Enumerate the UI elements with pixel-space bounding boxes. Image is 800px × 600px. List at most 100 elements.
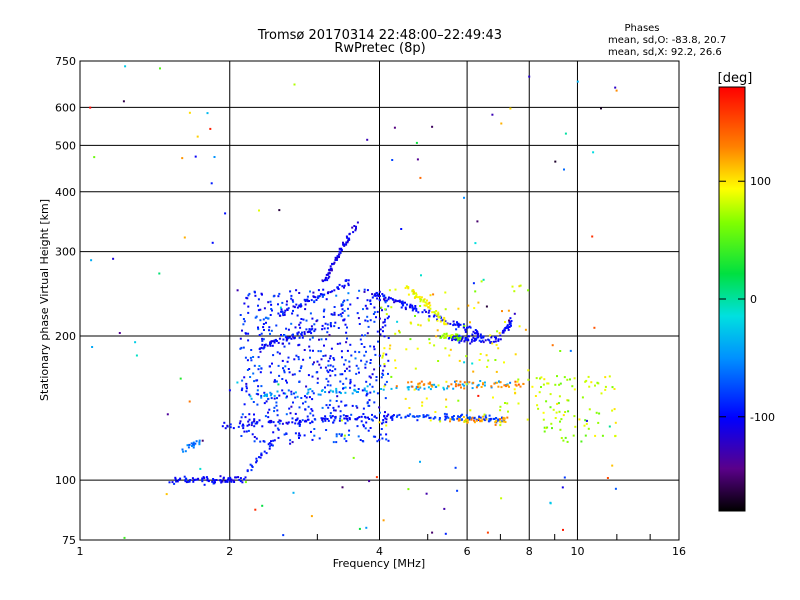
echo-point xyxy=(374,293,377,296)
echo-point xyxy=(301,419,304,422)
echo-point xyxy=(373,401,376,404)
echo-point xyxy=(419,300,422,303)
echo-point xyxy=(468,335,470,338)
echo-point xyxy=(347,314,350,317)
echo-point xyxy=(320,338,323,341)
echo-point xyxy=(308,396,311,399)
echo-point xyxy=(250,349,253,351)
echo-point xyxy=(258,348,261,350)
echo-point xyxy=(562,528,564,531)
echo-point xyxy=(291,335,294,338)
echo-point xyxy=(384,383,387,386)
echo-point xyxy=(346,241,349,244)
echo-point xyxy=(488,339,491,342)
echo-point xyxy=(420,380,423,383)
echo-point xyxy=(362,308,364,311)
echo-point xyxy=(381,422,383,425)
echo-point xyxy=(256,379,259,382)
echo-point xyxy=(306,331,309,334)
echo-point xyxy=(355,225,357,228)
echo-point xyxy=(270,392,273,395)
echo-point xyxy=(439,320,442,323)
echo-point xyxy=(181,448,184,451)
echo-point xyxy=(326,327,329,330)
echo-point xyxy=(353,388,356,391)
echo-point xyxy=(273,394,276,397)
echo-point xyxy=(337,327,340,329)
echo-point xyxy=(414,367,417,370)
echo-point xyxy=(391,415,394,417)
echo-point xyxy=(254,316,257,319)
echo-point xyxy=(307,391,310,394)
echo-point xyxy=(415,141,418,144)
echo-point xyxy=(257,304,259,307)
echo-point xyxy=(543,430,546,433)
echo-point xyxy=(509,322,512,325)
echo-point xyxy=(366,315,369,318)
echo-point xyxy=(349,381,352,383)
echo-point xyxy=(124,65,127,68)
echo-point xyxy=(472,381,475,384)
echo-point xyxy=(219,479,222,482)
echo-point xyxy=(247,420,250,423)
echo-point xyxy=(394,300,397,303)
echo-point xyxy=(463,340,466,343)
echo-point xyxy=(278,337,281,340)
echo-point xyxy=(221,425,224,428)
echo-point xyxy=(376,310,379,313)
echo-point xyxy=(471,387,474,390)
echo-point xyxy=(367,416,369,419)
echo-point xyxy=(246,470,249,473)
echo-point xyxy=(285,432,288,435)
echo-point xyxy=(185,478,188,481)
echo-point xyxy=(364,304,367,307)
echo-point xyxy=(196,135,199,138)
echo-point xyxy=(220,481,223,484)
echo-point xyxy=(241,424,244,427)
echo-point xyxy=(249,376,252,378)
echo-point xyxy=(526,418,529,421)
echo-point xyxy=(394,359,397,362)
echo-point xyxy=(312,392,315,395)
echo-point xyxy=(369,376,372,379)
echo-point xyxy=(369,319,372,322)
echo-point xyxy=(417,383,420,386)
echo-point xyxy=(543,426,546,429)
echo-point xyxy=(382,374,385,376)
echo-point xyxy=(470,340,473,343)
echo-point xyxy=(344,422,347,425)
echo-point xyxy=(557,402,560,405)
echo-point xyxy=(203,483,206,486)
echo-point xyxy=(480,386,483,388)
echo-point xyxy=(293,83,296,86)
echo-point xyxy=(285,413,288,416)
echo-point xyxy=(388,289,391,292)
echo-point xyxy=(198,441,201,444)
echo-point xyxy=(429,304,432,307)
echo-point xyxy=(363,354,366,357)
echo-point xyxy=(251,466,254,468)
echo-point xyxy=(329,389,332,392)
echo-point xyxy=(479,380,482,382)
echo-point xyxy=(299,326,302,329)
echo-point xyxy=(387,359,390,362)
echo-point xyxy=(420,296,423,299)
echo-point xyxy=(350,354,353,357)
echo-point xyxy=(364,363,367,366)
echo-point xyxy=(498,380,500,383)
echo-point xyxy=(457,323,460,326)
echo-point xyxy=(385,424,388,427)
echo-point xyxy=(189,479,192,481)
echo-point xyxy=(211,480,214,483)
echo-point xyxy=(453,323,456,326)
echo-point xyxy=(311,363,314,366)
echo-point xyxy=(286,395,288,398)
echo-point xyxy=(311,398,314,401)
echo-point xyxy=(288,336,291,339)
echo-point xyxy=(451,334,454,337)
echo-point xyxy=(406,303,408,306)
echo-point xyxy=(354,350,357,353)
echo-point xyxy=(329,384,332,387)
echo-point xyxy=(445,405,448,408)
echo-point xyxy=(282,392,285,395)
